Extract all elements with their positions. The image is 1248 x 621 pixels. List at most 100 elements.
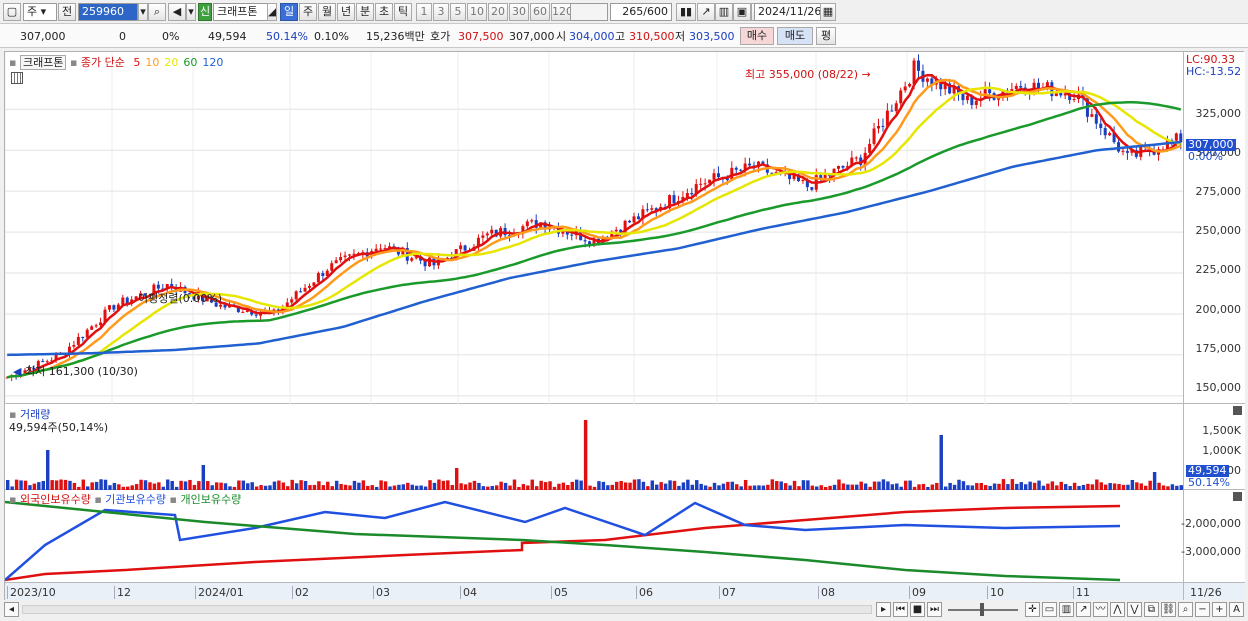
candle-body bbox=[1099, 123, 1103, 129]
volume-bar bbox=[54, 480, 59, 490]
volume-bar bbox=[988, 485, 992, 490]
first-page-icon[interactable]: ⏮ bbox=[893, 602, 908, 617]
sell-button[interactable]: 매도 bbox=[777, 27, 813, 45]
individual-holdings-label[interactable]: 개인보유수량 bbox=[180, 493, 242, 506]
interval-button[interactable]: 60 bbox=[530, 3, 550, 21]
ma-legend-item[interactable]: 20 bbox=[164, 56, 179, 69]
calendar-icon[interactable]: ▦ bbox=[820, 3, 836, 21]
institution-holdings-label[interactable]: 기관보유수량 bbox=[105, 493, 167, 506]
ma-legend-item[interactable]: 10 bbox=[145, 56, 160, 69]
candle-body bbox=[428, 257, 432, 267]
draw-tool-icon[interactable]: ↗ bbox=[697, 3, 715, 21]
ma-legend-item[interactable]: 60 bbox=[183, 56, 198, 69]
split-icon[interactable]: ▥ bbox=[715, 3, 733, 21]
volume-bar bbox=[775, 481, 779, 490]
chart-menu-icon[interactable]: ▢ bbox=[3, 3, 21, 21]
volume-value: 49,594주(50,14%) bbox=[9, 421, 109, 434]
speaker-icon[interactable]: ◀ bbox=[168, 3, 186, 21]
candle-body bbox=[1037, 82, 1041, 89]
buy-button[interactable]: 매수 bbox=[740, 27, 774, 45]
candle-body bbox=[583, 240, 587, 242]
zoom-out-icon[interactable]: − bbox=[1195, 602, 1210, 617]
volume-bar bbox=[192, 484, 197, 490]
interval-button[interactable]: 5 bbox=[450, 3, 466, 21]
volume-pane-close-icon[interactable] bbox=[1233, 406, 1242, 415]
trendline-icon[interactable]: ↗ bbox=[1076, 602, 1091, 617]
period-button[interactable]: 초 bbox=[375, 3, 393, 21]
name-dropdown-icon[interactable]: ◢ bbox=[267, 3, 277, 21]
search-icon[interactable]: ⌕ bbox=[148, 3, 166, 21]
count-input[interactable]: 265/600 bbox=[610, 3, 672, 21]
period-button[interactable]: 분 bbox=[356, 3, 374, 21]
candle-body bbox=[699, 183, 703, 185]
period-button[interactable]: 일 bbox=[280, 3, 298, 21]
zoom-in-icon[interactable]: + bbox=[1212, 602, 1227, 617]
zoom-slider-thumb[interactable] bbox=[980, 603, 984, 616]
holdings-pane-close-icon[interactable] bbox=[1233, 492, 1242, 501]
candle-body bbox=[334, 260, 338, 264]
interval-button[interactable]: 10 bbox=[467, 3, 487, 21]
volume-bar bbox=[1001, 479, 1006, 490]
select-box-icon[interactable]: ▭ bbox=[1042, 602, 1057, 617]
last-page-icon[interactable]: ⏭ bbox=[927, 602, 942, 617]
candle-body bbox=[1108, 133, 1112, 136]
date-input[interactable]: 2024/11/26 bbox=[754, 3, 824, 21]
period-button[interactable]: 년 bbox=[337, 3, 355, 21]
wave-icon[interactable]: 〰 bbox=[1093, 602, 1108, 617]
prev-button[interactable]: 전 bbox=[58, 3, 76, 21]
legend-stock-name[interactable]: 크래프톤 bbox=[19, 55, 67, 70]
fibo-icon[interactable]: ⋀ bbox=[1110, 602, 1125, 617]
volume-bar bbox=[174, 486, 179, 490]
font-size-icon[interactable]: A bbox=[1229, 602, 1244, 617]
interval-button[interactable]: 120 bbox=[551, 3, 571, 21]
candle-body bbox=[654, 208, 658, 211]
save-icon[interactable]: ▣ bbox=[733, 3, 751, 21]
period-select-icon[interactable]: ▥ bbox=[1059, 602, 1074, 617]
link-icon[interactable]: ⛓ bbox=[1161, 602, 1176, 617]
candle-body bbox=[161, 288, 165, 290]
volume-bar bbox=[1157, 482, 1161, 490]
interval-button[interactable]: 1 bbox=[416, 3, 432, 21]
magnify-icon[interactable]: ⌕ bbox=[1178, 602, 1193, 617]
ma-legend-item[interactable]: 5 bbox=[133, 56, 141, 69]
ma-legend-item[interactable]: 120 bbox=[202, 56, 224, 69]
period-button[interactable]: 월 bbox=[318, 3, 336, 21]
price-pane[interactable]: ▪ 크래프톤 ▪ 종가 단순 5 10 20 60 120 최고 355,000 (08… bbox=[5, 52, 1183, 404]
scroll-left-icon[interactable]: ◂ bbox=[4, 602, 19, 617]
speaker-dropdown-icon[interactable]: ▾ bbox=[186, 3, 196, 21]
candle-type-icon[interactable]: ▮▮ bbox=[676, 3, 696, 21]
period-button[interactable]: 주 bbox=[299, 3, 317, 21]
volume-bar bbox=[601, 481, 606, 490]
volume-bar bbox=[272, 481, 277, 490]
candle-body bbox=[650, 208, 654, 210]
interval-button[interactable]: 3 bbox=[433, 3, 449, 21]
screenshot-icon[interactable]: ⧉ bbox=[1144, 602, 1159, 617]
foreign-holdings-label[interactable]: 외국인보유수량 bbox=[19, 493, 91, 506]
crosshair-icon[interactable]: ✛ bbox=[1025, 602, 1040, 617]
pattern-icon[interactable]: ⋁ bbox=[1127, 602, 1142, 617]
market-select[interactable]: 주 ▾ bbox=[23, 3, 57, 21]
price-tick-label: 200,000 bbox=[1195, 303, 1242, 316]
volume-bar bbox=[250, 482, 254, 490]
price-legend: ▪ 크래프톤 ▪ 종가 단순 5 10 20 60 120 bbox=[9, 55, 224, 70]
holdings-pane[interactable]: ▪ 외국인보유수량 ▪ 기관보유수량 ▪ 개인보유수량 bbox=[5, 490, 1183, 583]
volume-bar bbox=[801, 480, 806, 490]
stock-name-field[interactable]: 크래프톤 bbox=[213, 3, 277, 21]
volume-bar bbox=[859, 481, 863, 490]
horizontal-scrollbar[interactable] bbox=[22, 605, 872, 614]
scroll-right-icon[interactable]: ▸ bbox=[876, 602, 891, 617]
candle-body bbox=[685, 192, 689, 198]
code-input[interactable]: 259960 bbox=[78, 3, 138, 21]
grid-toggle-icon[interactable] bbox=[11, 72, 23, 84]
flat-button[interactable]: 평 bbox=[816, 27, 836, 45]
volume-bar bbox=[374, 486, 379, 490]
candle-body bbox=[1045, 82, 1049, 88]
stop-icon[interactable]: ■ bbox=[910, 602, 925, 617]
interval-button[interactable]: 30 bbox=[509, 3, 529, 21]
interval-input[interactable] bbox=[570, 3, 608, 21]
code-dropdown-icon[interactable]: ▾ bbox=[138, 3, 148, 21]
interval-button[interactable]: 20 bbox=[488, 3, 508, 21]
period-button[interactable]: 틱 bbox=[394, 3, 412, 21]
volume-pane[interactable]: ▪ 거래량 49,594주(50,14%) bbox=[5, 404, 1183, 490]
